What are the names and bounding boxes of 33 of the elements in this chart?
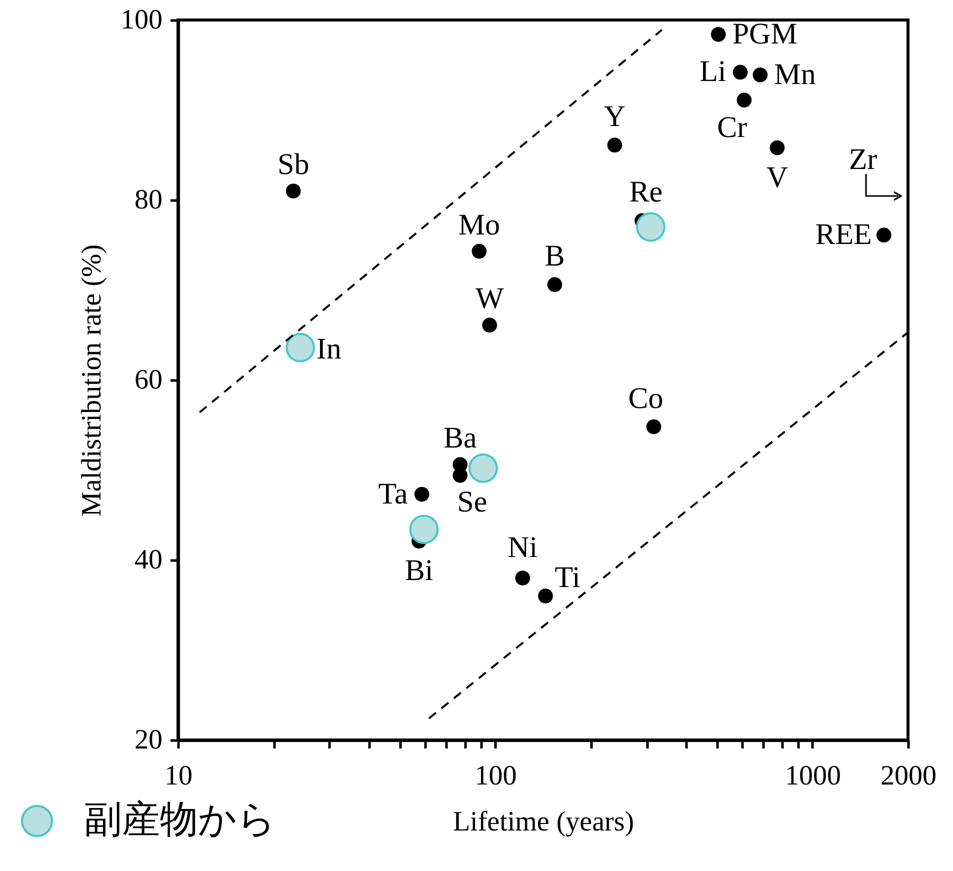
annotation: Y	[604, 100, 626, 134]
annotation: Se	[457, 485, 488, 518]
annotation: In	[316, 332, 342, 366]
y-axis-title: Maldistribution rate (%)	[76, 244, 108, 517]
annotation: Ba	[443, 422, 477, 455]
annotation: Ta	[378, 477, 408, 510]
x-axis-title: Lifetime (years)	[452, 806, 634, 838]
x-tick-label: 2000	[880, 760, 936, 792]
annotation: Ti	[554, 561, 580, 594]
y-tick-label: 60	[134, 364, 162, 396]
annotation: Zr	[848, 143, 878, 176]
annotation: Sb	[278, 148, 310, 181]
annotation: Ni	[508, 531, 538, 564]
y-tick-label: 80	[134, 184, 162, 216]
x-tick-label: 10	[164, 760, 192, 792]
x-tick-label: 100	[474, 760, 517, 792]
y-tick-label: 100	[120, 4, 162, 36]
annotation: Mo	[458, 208, 500, 242]
annotation: Mn	[774, 58, 816, 91]
legend-label: 副産物から	[84, 797, 276, 841]
annotation: Co	[628, 382, 664, 415]
annotation: V	[766, 160, 788, 194]
x-tick-label: 1000	[785, 760, 841, 792]
annotation: Bi	[404, 554, 434, 588]
annotation: Re	[629, 176, 663, 209]
annotation: B	[544, 240, 565, 273]
annotation: Cr	[717, 111, 748, 144]
annotation: W	[475, 282, 504, 316]
annotation: PGM	[732, 17, 798, 50]
y-tick-label: 20	[134, 724, 162, 756]
annotation: Li	[700, 55, 726, 88]
annotation: REE	[815, 218, 872, 252]
y-tick-label: 40	[134, 544, 162, 576]
